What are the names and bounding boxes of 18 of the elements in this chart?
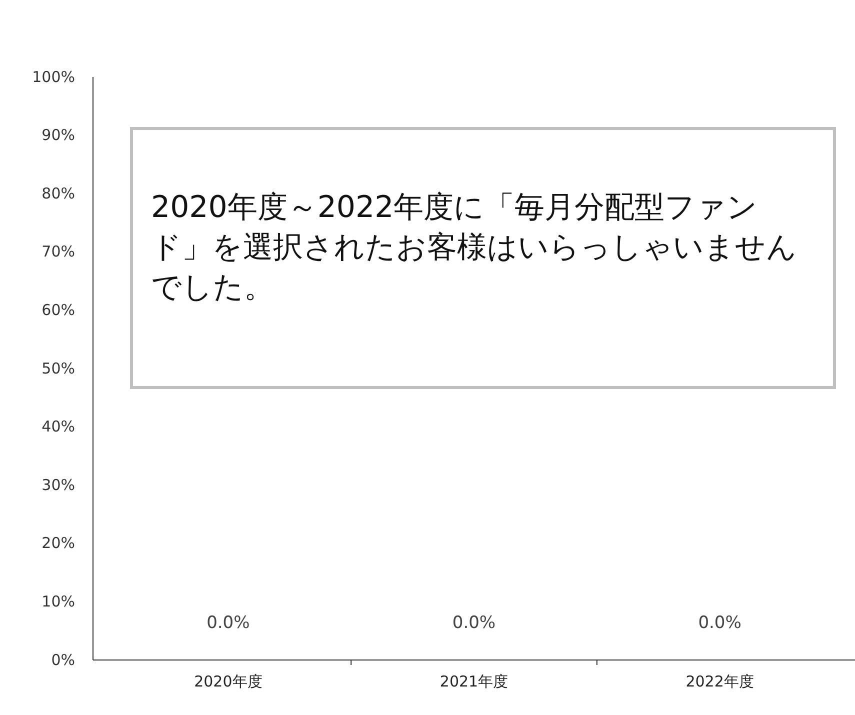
text-box: 2020年度～2022年度に「毎月分配型ファンド」を選択されたお客様はいらっしゃいませんでした。	[130, 127, 836, 389]
y-tick-label: 70%	[42, 242, 75, 261]
y-tick-label: 30%	[42, 476, 75, 494]
x-tick-label: 2020年度	[194, 672, 262, 691]
y-tick-label: 100%	[32, 68, 75, 86]
y-tick-label: 80%	[42, 184, 75, 202]
y-tick-label: 90%	[42, 126, 75, 144]
y-tick-label: 20%	[42, 534, 75, 552]
x-tick-label: 2022年度	[686, 672, 754, 691]
y-tick-label: 10%	[42, 592, 75, 610]
y-tick-label: 40%	[42, 418, 75, 436]
x-tick-label: 2021年度	[440, 672, 508, 691]
y-tick-label: 60%	[42, 301, 75, 319]
data-label: 0.0%	[452, 613, 496, 633]
data-label: 0.0%	[206, 613, 250, 633]
y-tick-label: 0%	[51, 650, 75, 669]
y-tick-label: 50%	[42, 359, 75, 378]
data-label: 0.0%	[698, 613, 742, 633]
